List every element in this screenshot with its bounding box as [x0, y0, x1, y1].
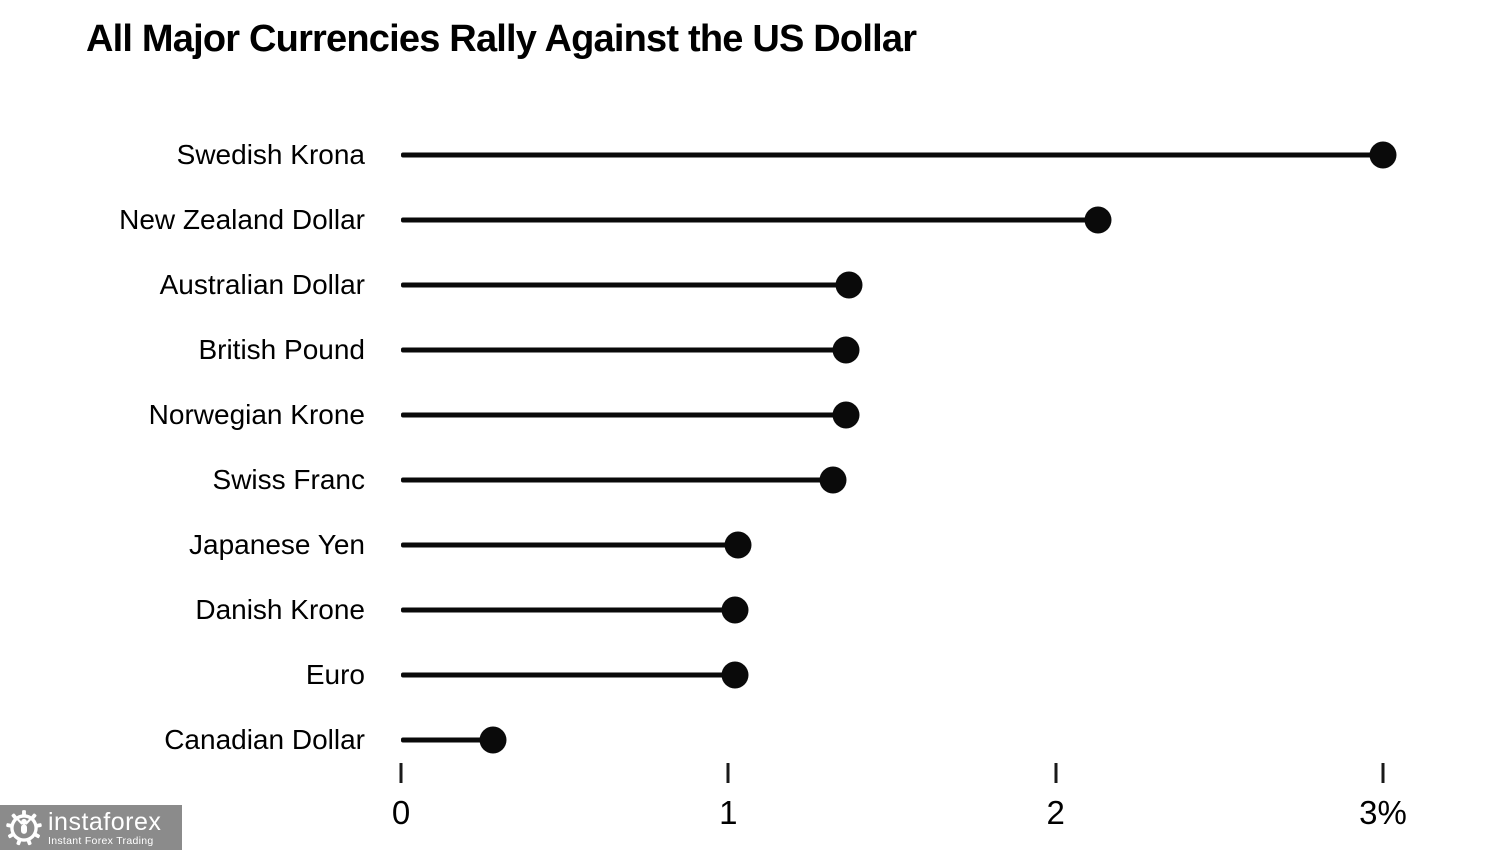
row-track — [401, 122, 1397, 188]
lollipop-stem — [401, 737, 493, 743]
lollipop-stem — [401, 542, 739, 548]
lollipop-dot — [1084, 206, 1112, 234]
chart-row: Danish Krone — [0, 577, 1500, 643]
lollipop-dot — [721, 596, 749, 624]
category-label: Euro — [305, 659, 365, 690]
row-track — [401, 447, 1383, 513]
x-axis-tick-label: 2 — [1046, 794, 1065, 831]
row-track — [401, 512, 1383, 578]
chart-row: Canadian Dollar — [0, 707, 1500, 773]
lollipop-dot — [724, 531, 752, 559]
x-axis-tick — [399, 763, 403, 783]
lollipop-stem — [401, 412, 847, 418]
row-track — [401, 577, 1383, 643]
category-label: New Zealand Dollar — [119, 204, 365, 235]
chart-row: Euro — [0, 642, 1500, 708]
lollipop-dot — [479, 726, 507, 754]
lollipop-dot — [819, 466, 847, 494]
x-axis-tick — [1054, 763, 1058, 783]
x-axis-tick — [726, 763, 730, 783]
category-label: Australian Dollar — [159, 269, 365, 300]
lollipop-dot — [1369, 141, 1397, 169]
lollipop-stem — [401, 347, 847, 353]
lollipop-stem — [401, 282, 850, 288]
chart-row: Swiss Franc — [0, 447, 1500, 513]
row-track — [401, 187, 1383, 253]
chart-title: All Major Currencies Rally Against the U… — [86, 18, 917, 60]
chart-row: British Pound — [0, 317, 1500, 383]
category-label: Swedish Krona — [176, 139, 365, 170]
chart-row: Japanese Yen — [0, 512, 1500, 578]
row-track — [401, 317, 1383, 383]
lollipop-dot — [721, 661, 749, 689]
x-axis-tick-label: 1 — [719, 794, 738, 831]
lollipop-stem — [401, 477, 834, 483]
category-label: Japanese Yen — [189, 529, 365, 560]
instaforex-watermark: instaforex Instant Forex Trading — [0, 805, 182, 850]
category-label: Swiss Franc — [212, 464, 365, 495]
category-label: Norwegian Krone — [148, 399, 365, 430]
chart-row: Swedish Krona — [0, 122, 1500, 188]
lollipop-stem — [401, 672, 735, 678]
x-axis-tick-label: 3% — [1359, 794, 1407, 831]
row-track — [401, 707, 1383, 773]
category-label: Danish Krone — [195, 594, 365, 625]
chart-row: New Zealand Dollar — [0, 187, 1500, 253]
row-track — [401, 382, 1383, 448]
x-axis-tick — [1381, 763, 1385, 783]
chart-row: Australian Dollar — [0, 252, 1500, 318]
row-track — [401, 252, 1383, 318]
lollipop-dot — [832, 336, 860, 364]
lollipop-stem — [401, 152, 1383, 158]
x-axis-tick-label: 0 — [391, 794, 411, 831]
category-label: British Pound — [198, 334, 365, 365]
gear-person-icon — [6, 809, 42, 845]
brand-tagline: Instant Forex Trading — [48, 834, 154, 847]
lollipop-dot — [832, 401, 860, 429]
chart-row: Norwegian Krone — [0, 382, 1500, 448]
lollipop-stem — [401, 607, 735, 613]
row-track — [401, 642, 1383, 708]
category-label: Canadian Dollar — [164, 724, 365, 755]
lollipop-stem — [401, 217, 1099, 223]
brand-name: instaforex — [48, 808, 162, 836]
lollipop-dot — [835, 271, 863, 299]
